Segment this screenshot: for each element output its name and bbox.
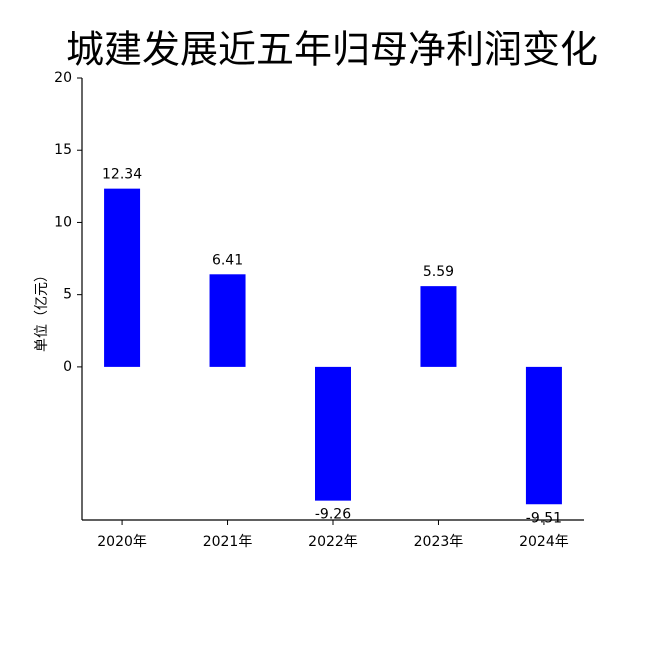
y-tick-label: 0: [63, 359, 72, 375]
bar: [525, 366, 562, 505]
bar: [104, 188, 141, 367]
y-tick-label: 5: [63, 287, 72, 303]
y-tick-label: 20: [54, 70, 72, 86]
x-tick-label: 2020年: [97, 534, 147, 550]
x-tick-label: 2021年: [203, 534, 253, 550]
value-label: 12.34: [102, 167, 142, 183]
x-tick-label: 2024年: [519, 534, 569, 550]
chart-title: 城建发展近五年归母净利润变化: [66, 28, 598, 72]
bar: [315, 366, 351, 501]
y-tick-label: 15: [54, 142, 72, 158]
bar: [209, 274, 246, 367]
value-label: -9.26: [315, 507, 351, 523]
value-label: 5.59: [423, 264, 454, 280]
value-label: 6.41: [212, 252, 243, 268]
x-tick-label: 2023年: [414, 534, 464, 550]
x-tick-label: 2022年: [308, 534, 358, 550]
bar: [420, 286, 457, 367]
y-axis-label: 单位（亿元）: [34, 268, 50, 352]
y-tick-label: 10: [54, 214, 72, 230]
value-label: -9.51: [526, 510, 562, 526]
